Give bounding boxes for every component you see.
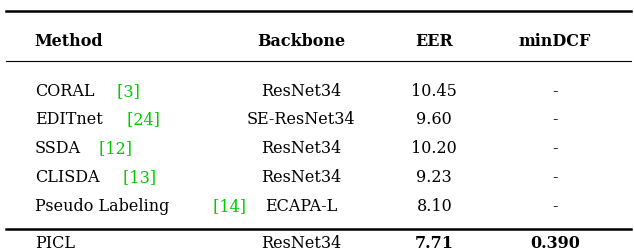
Text: 8.10: 8.10 bbox=[417, 198, 452, 215]
Text: EDITnet: EDITnet bbox=[35, 112, 103, 128]
Text: EER: EER bbox=[415, 33, 453, 50]
Text: -: - bbox=[552, 198, 557, 215]
Text: 9.60: 9.60 bbox=[417, 112, 452, 128]
Text: [3]: [3] bbox=[112, 83, 139, 100]
Text: [14]: [14] bbox=[208, 198, 246, 215]
Text: 7.71: 7.71 bbox=[415, 235, 454, 250]
Text: Backbone: Backbone bbox=[257, 33, 345, 50]
Text: SE-ResNet34: SE-ResNet34 bbox=[247, 112, 356, 128]
Text: Pseudo Labeling: Pseudo Labeling bbox=[35, 198, 169, 215]
Text: [13]: [13] bbox=[118, 169, 156, 186]
Text: ResNet34: ResNet34 bbox=[261, 169, 341, 186]
Text: -: - bbox=[552, 83, 557, 100]
Text: PICL: PICL bbox=[35, 235, 75, 250]
Text: SSDA: SSDA bbox=[35, 140, 81, 157]
Text: ResNet34: ResNet34 bbox=[261, 140, 341, 157]
Text: [12]: [12] bbox=[94, 140, 133, 157]
Text: 10.20: 10.20 bbox=[411, 140, 457, 157]
Text: -: - bbox=[552, 169, 557, 186]
Text: 10.45: 10.45 bbox=[411, 83, 457, 100]
Text: 0.390: 0.390 bbox=[530, 235, 579, 250]
Text: Method: Method bbox=[35, 33, 103, 50]
Text: ECAPA-L: ECAPA-L bbox=[265, 198, 337, 215]
Text: -: - bbox=[552, 112, 557, 128]
Text: minDCF: minDCF bbox=[519, 33, 591, 50]
Text: [24]: [24] bbox=[122, 112, 160, 128]
Text: CORAL: CORAL bbox=[35, 83, 94, 100]
Text: ResNet34: ResNet34 bbox=[261, 235, 341, 250]
Text: -: - bbox=[552, 140, 557, 157]
Text: ResNet34: ResNet34 bbox=[261, 83, 341, 100]
Text: CLISDA: CLISDA bbox=[35, 169, 100, 186]
Text: 9.23: 9.23 bbox=[417, 169, 452, 186]
